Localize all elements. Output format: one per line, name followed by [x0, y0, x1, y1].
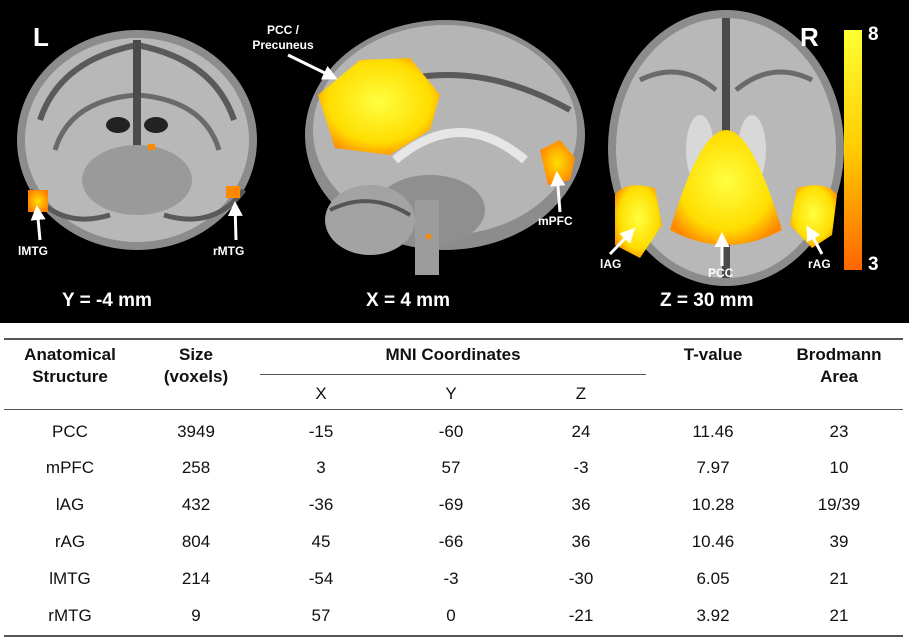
row-brodmann: 39 — [829, 532, 849, 551]
row-size: 432 — [181, 495, 211, 514]
table-bottom-rule — [4, 635, 903, 637]
row-z: 36 — [571, 532, 591, 551]
mni-underline — [260, 374, 646, 375]
row-brodmann: 23 — [829, 422, 849, 441]
row-size: 3949 — [177, 422, 215, 441]
header-size-line2: (voxels) — [163, 367, 229, 386]
header-z: Z — [575, 384, 587, 403]
header-structure-line1: Anatomical — [24, 345, 116, 364]
row-x: -15 — [308, 422, 334, 441]
row-structure: lAG — [55, 495, 85, 514]
row-y: 57 — [441, 458, 461, 477]
header-brodmann-line1: Brodmann — [796, 345, 882, 364]
header-mni-coordinates: MNI Coordinates — [385, 345, 521, 364]
pcc-precuneus-label-line1: PCC / — [266, 23, 299, 37]
row-tvalue: 11.46 — [692, 422, 734, 441]
row-tvalue: 3.92 — [696, 606, 730, 625]
row-y: -60 — [438, 422, 464, 441]
row-y: -66 — [438, 532, 464, 551]
colorbar — [844, 30, 862, 270]
row-x: -54 — [308, 569, 334, 588]
row-brodmann: 10 — [829, 458, 849, 477]
axial-pcc-label: PCC — [708, 266, 734, 280]
row-structure: rAG — [54, 532, 86, 551]
row-structure: rMTG — [48, 606, 92, 625]
row-structure: PCC — [52, 422, 88, 441]
row-brodmann: 21 — [829, 606, 849, 625]
row-z: 24 — [571, 422, 591, 441]
row-x: 57 — [311, 606, 331, 625]
row-y: 0 — [446, 606, 456, 625]
brain-slices — [17, 10, 862, 286]
row-tvalue: 10.28 — [691, 495, 735, 514]
rmtg-label: rMTG — [213, 244, 245, 258]
header-y: Y — [445, 384, 457, 403]
row-z: -21 — [568, 606, 594, 625]
colorbar-max-label: 8 — [868, 24, 879, 45]
axial-slice — [608, 10, 844, 286]
row-z: -3 — [573, 458, 589, 477]
header-structure-line2: Structure — [32, 367, 108, 386]
table-top-rule — [4, 338, 903, 340]
row-structure: mPFC — [45, 458, 95, 477]
sagittal-coordinate: X = 4 mm — [366, 290, 450, 311]
header-bottom-rule — [4, 409, 903, 410]
row-size: 258 — [181, 458, 211, 477]
row-x: 45 — [311, 532, 331, 551]
header-tvalue: T-value — [683, 345, 743, 364]
row-size: 9 — [191, 606, 201, 625]
row-z: -30 — [568, 569, 594, 588]
rag-label: rAG — [808, 257, 831, 271]
row-tvalue: 10.46 — [691, 532, 735, 551]
header-brodmann-line2: Area — [820, 367, 858, 386]
lmtg-label: lMTG — [18, 244, 48, 258]
row-x: -36 — [308, 495, 334, 514]
lag-label: lAG — [600, 257, 622, 271]
row-brodmann: 21 — [829, 569, 849, 588]
row-brodmann: 19/39 — [817, 495, 861, 514]
pcc-precuneus-label-line2: Precuneus — [252, 38, 314, 52]
colorbar-min-label: 3 — [868, 254, 879, 275]
row-tvalue: 6.05 — [696, 569, 730, 588]
row-y: -69 — [438, 495, 464, 514]
row-x: 3 — [316, 458, 326, 477]
hemisphere-left-label: L — [33, 22, 49, 52]
hemisphere-right-label: R — [800, 22, 819, 52]
row-structure: lMTG — [49, 569, 91, 588]
header-x: X — [315, 384, 327, 403]
results-table: Anatomical Structure Size (voxels) MNI C… — [0, 323, 909, 643]
header-size-line1: Size — [178, 345, 214, 364]
row-size: 804 — [181, 532, 211, 551]
axial-coordinate: Z = 30 mm — [660, 290, 754, 311]
row-y: -3 — [443, 569, 459, 588]
mpfc-label: mPFC — [538, 214, 573, 228]
row-size: 214 — [181, 569, 211, 588]
coronal-slice — [17, 30, 257, 250]
row-z: 36 — [571, 495, 591, 514]
sagittal-slice — [287, 20, 585, 275]
brain-figure: L R Y = -4 mm X = 4 mm Z = 30 mm lMTG rM… — [0, 0, 909, 323]
row-tvalue: 7.97 — [696, 458, 730, 477]
coronal-coordinate: Y = -4 mm — [62, 290, 152, 311]
